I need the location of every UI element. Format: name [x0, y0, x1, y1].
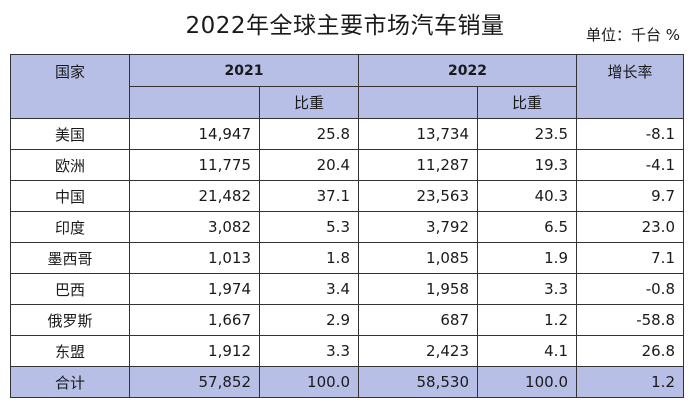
growth-cell: 9.7 [576, 180, 684, 212]
share-2022-cell: 40.3 [477, 180, 577, 212]
share-2022-cell: 4.1 [477, 335, 577, 367]
table-row: 中国 21,482 37.1 23,563 40.3 9.7 [10, 180, 684, 212]
unit-label: 单位：千台 % [585, 26, 680, 44]
sales-2022-cell: 3,792 [358, 211, 478, 243]
header-year-2022: 2022 [358, 54, 577, 87]
sales-2022-cell: 1,958 [358, 273, 478, 305]
country-cell: 巴西 [10, 273, 130, 305]
country-cell: 合计 [10, 366, 130, 398]
table-row: 俄罗斯 1,667 2.9 687 1.2 -58.8 [10, 304, 684, 336]
share-2022-cell: 1.9 [477, 242, 577, 274]
share-2021-cell: 3.3 [259, 335, 359, 367]
table-body: 美国 14,947 25.8 13,734 23.5 -8.1 欧洲 11,775 20.4 11… [10, 118, 684, 398]
share-2021-cell: 37.1 [259, 180, 359, 212]
header-blank-2021 [129, 86, 260, 119]
table-row: 东盟 1,912 3.3 2,423 4.1 26.8 [10, 335, 684, 367]
sales-2021-cell: 1,013 [129, 242, 260, 274]
sales-2022-cell: 1,085 [358, 242, 478, 274]
share-2021-cell: 20.4 [259, 149, 359, 181]
share-2021-cell: 1.8 [259, 242, 359, 274]
sales-2021-cell: 57,852 [129, 366, 260, 398]
share-2022-cell: 1.2 [477, 304, 577, 336]
growth-cell: 26.8 [576, 335, 684, 367]
growth-cell: 1.2 [576, 366, 684, 398]
header-blank-2022 [358, 86, 478, 119]
sales-2021-cell: 3,082 [129, 211, 260, 243]
table-row: 巴西 1,974 3.4 1,958 3.3 -0.8 [10, 273, 684, 305]
growth-cell: 23.0 [576, 211, 684, 243]
table-row: 墨西哥 1,013 1.8 1,085 1.9 7.1 [10, 242, 684, 274]
country-cell: 东盟 [10, 335, 130, 367]
header-year-2021: 2021 [129, 54, 359, 87]
header-share-2021: 比重 [259, 86, 359, 119]
sales-2021-cell: 1,974 [129, 273, 260, 305]
share-2021-cell: 3.4 [259, 273, 359, 305]
growth-cell: -8.1 [576, 118, 684, 150]
chart-title: 2022年全球主要市场汽车销量 [185, 13, 505, 39]
country-cell: 俄罗斯 [10, 304, 130, 336]
table-row: 美国 14,947 25.8 13,734 23.5 -8.1 [10, 118, 684, 150]
share-2021-cell: 25.8 [259, 118, 359, 150]
sales-2022-cell: 58,530 [358, 366, 478, 398]
country-cell: 墨西哥 [10, 242, 130, 274]
sales-2022-cell: 23,563 [358, 180, 478, 212]
sales-2021-cell: 21,482 [129, 180, 260, 212]
share-2022-cell: 100.0 [477, 366, 577, 398]
country-cell: 美国 [10, 118, 130, 150]
growth-cell: 7.1 [576, 242, 684, 274]
sales-2022-cell: 687 [358, 304, 478, 336]
sales-2022-cell: 13,734 [358, 118, 478, 150]
table-row: 欧洲 11,775 20.4 11,287 19.3 -4.1 [10, 149, 684, 181]
sales-2021-cell: 14,947 [129, 118, 260, 150]
share-2022-cell: 3.3 [477, 273, 577, 305]
country-cell: 印度 [10, 211, 130, 243]
header-country: 国家 [10, 54, 130, 119]
share-2021-cell: 100.0 [259, 366, 359, 398]
share-2022-cell: 19.3 [477, 149, 577, 181]
sales-2022-cell: 11,287 [358, 149, 478, 181]
country-cell: 中国 [10, 180, 130, 212]
table-row: 印度 3,082 5.3 3,792 6.5 23.0 [10, 211, 684, 243]
sales-2021-cell: 11,775 [129, 149, 260, 181]
growth-cell: -58.8 [576, 304, 684, 336]
sales-2021-cell: 1,912 [129, 335, 260, 367]
header-growth: 增长率 [576, 54, 684, 119]
sales-2022-cell: 2,423 [358, 335, 478, 367]
total-row: 合计 57,852 100.0 58,530 100.0 1.2 [10, 366, 684, 398]
header-share-2022: 比重 [477, 86, 577, 119]
share-2022-cell: 6.5 [477, 211, 577, 243]
growth-cell: -0.8 [576, 273, 684, 305]
sales-table: 国家 2021 2022 增长率 比重 比重 美国 14,947 25.8 13,73… [10, 54, 684, 398]
sales-2021-cell: 1,667 [129, 304, 260, 336]
share-2021-cell: 2.9 [259, 304, 359, 336]
share-2022-cell: 23.5 [477, 118, 577, 150]
growth-cell: -4.1 [576, 149, 684, 181]
country-cell: 欧洲 [10, 149, 130, 181]
share-2021-cell: 5.3 [259, 211, 359, 243]
